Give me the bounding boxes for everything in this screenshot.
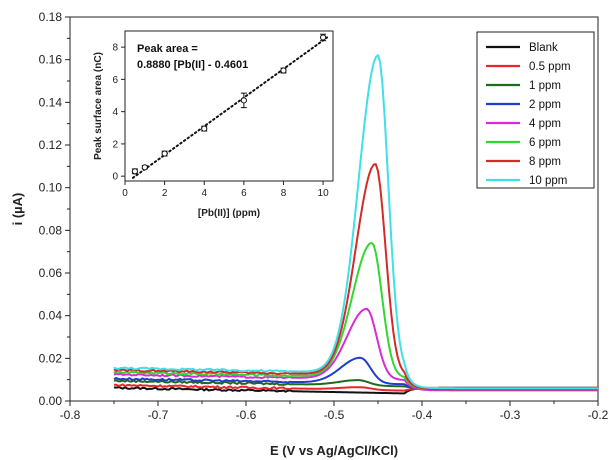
main-y-tick-label: 0.12	[39, 138, 63, 152]
inset-y-axis-title: Peak surface area (nC)	[93, 52, 104, 160]
series-line-6	[113, 241, 598, 391]
inset-data-point	[280, 67, 287, 74]
inset-x-tick-label: 6	[241, 188, 247, 199]
inset-data-point	[240, 97, 247, 104]
legend-label-3: 1 ppm	[529, 80, 561, 92]
main-x-axis-title: E (V vs Ag/AgCl/KCl)	[270, 443, 398, 458]
inset-data-point	[319, 34, 327, 41]
main-x-tick-label: -0.7	[148, 408, 169, 422]
legend-label-2: 0.5 ppm	[529, 61, 571, 73]
main-y-tick-label: 0.00	[39, 394, 63, 408]
inset-data-point	[201, 125, 208, 132]
main-series-lines	[113, 54, 598, 395]
inset-equation-line-1: Peak area =	[137, 43, 198, 55]
main-y-tick-label: 0.14	[39, 95, 63, 109]
main-y-tick-label: 0.02	[39, 351, 63, 365]
main-y-tick-label: 0.16	[39, 53, 63, 67]
inset-y-tick-label: 6	[112, 75, 118, 86]
legend-label-8: 10 ppm	[529, 175, 567, 187]
legend-label-5: 4 ppm	[529, 118, 561, 130]
main-y-tick-label: 0.10	[39, 181, 63, 195]
inset-y-axis: 0 2 4 6 8	[112, 43, 125, 183]
main-x-tick-label: -0.6	[236, 408, 257, 422]
inset-x-tick-label: 2	[162, 188, 168, 199]
main-y-axis: 0.00 0.02 0.04 0.06 0.08 0.10 0.12 0.14 0.16 0.18	[39, 10, 70, 408]
main-y-axis-title: i (µA)	[10, 193, 25, 226]
series-line-8	[113, 54, 598, 390]
legend-items: Blank 0.5 ppm 1 ppm 2 ppm 4 ppm 6 ppm 8 ppm 10 …	[486, 42, 571, 187]
legend-label-6: 6 ppm	[529, 137, 561, 149]
inset-y-tick-label: 0	[112, 172, 118, 183]
series-line-7	[113, 163, 598, 391]
inset-y-tick-label: 2	[112, 139, 118, 150]
legend-label-4: 2 ppm	[529, 99, 561, 111]
main-y-tick-label: 0.18	[39, 10, 63, 24]
inset-plot: 0 2 4 6 8 10 0 2 4 6 8 Peak area = 0.8880 [Pb(II]…	[84, 22, 346, 222]
inset-x-tick-label: 10	[318, 188, 330, 199]
legend: Blank 0.5 ppm 1 ppm 2 ppm 4 ppm 6 ppm 8 ppm 10 …	[476, 31, 595, 189]
main-x-tick-label: -0.8	[60, 408, 81, 422]
main-x-axis: -0.8 -0.7 -0.6 -0.5 -0.4 -0.3 -0.2	[60, 401, 609, 422]
inset-x-axis-title: [Pb(II)] (ppm)	[198, 208, 260, 219]
main-x-tick-label: -0.5	[324, 408, 345, 422]
main-x-tick-label: -0.3	[500, 408, 521, 422]
inset-x-tick-label: 8	[281, 188, 287, 199]
main-y-tick-label: 0.06	[39, 266, 63, 280]
inset-plot-frame	[124, 30, 334, 182]
main-x-tick-label: -0.2	[588, 408, 609, 422]
inset-x-axis: 0 2 4 6 8 10	[122, 181, 329, 199]
inset-x-tick-label: 4	[201, 188, 207, 199]
main-y-tick-label: 0.08	[39, 223, 63, 237]
main-y-tick-label: 0.04	[39, 309, 63, 323]
inset-y-tick-label: 8	[112, 43, 118, 54]
inset-data-point	[141, 164, 148, 171]
inset-data-points	[131, 33, 327, 175]
inset-data-point	[161, 150, 168, 157]
inset-data-point	[131, 168, 139, 175]
inset-equation-line-2: 0.8880 [Pb(II] - 0.4601	[137, 59, 248, 71]
inset-x-tick-label: 0	[122, 188, 128, 199]
inset-y-tick-label: 4	[112, 107, 118, 118]
main-x-tick-label: -0.4	[412, 408, 433, 422]
series-line-5	[113, 307, 598, 392]
main-plot: -0.8 -0.7 -0.6 -0.5 -0.4 -0.3 -0.2 0.000.020.0…	[10, 10, 609, 458]
legend-label-1: Blank	[529, 42, 558, 54]
legend-label-7: 8 ppm	[529, 156, 561, 168]
